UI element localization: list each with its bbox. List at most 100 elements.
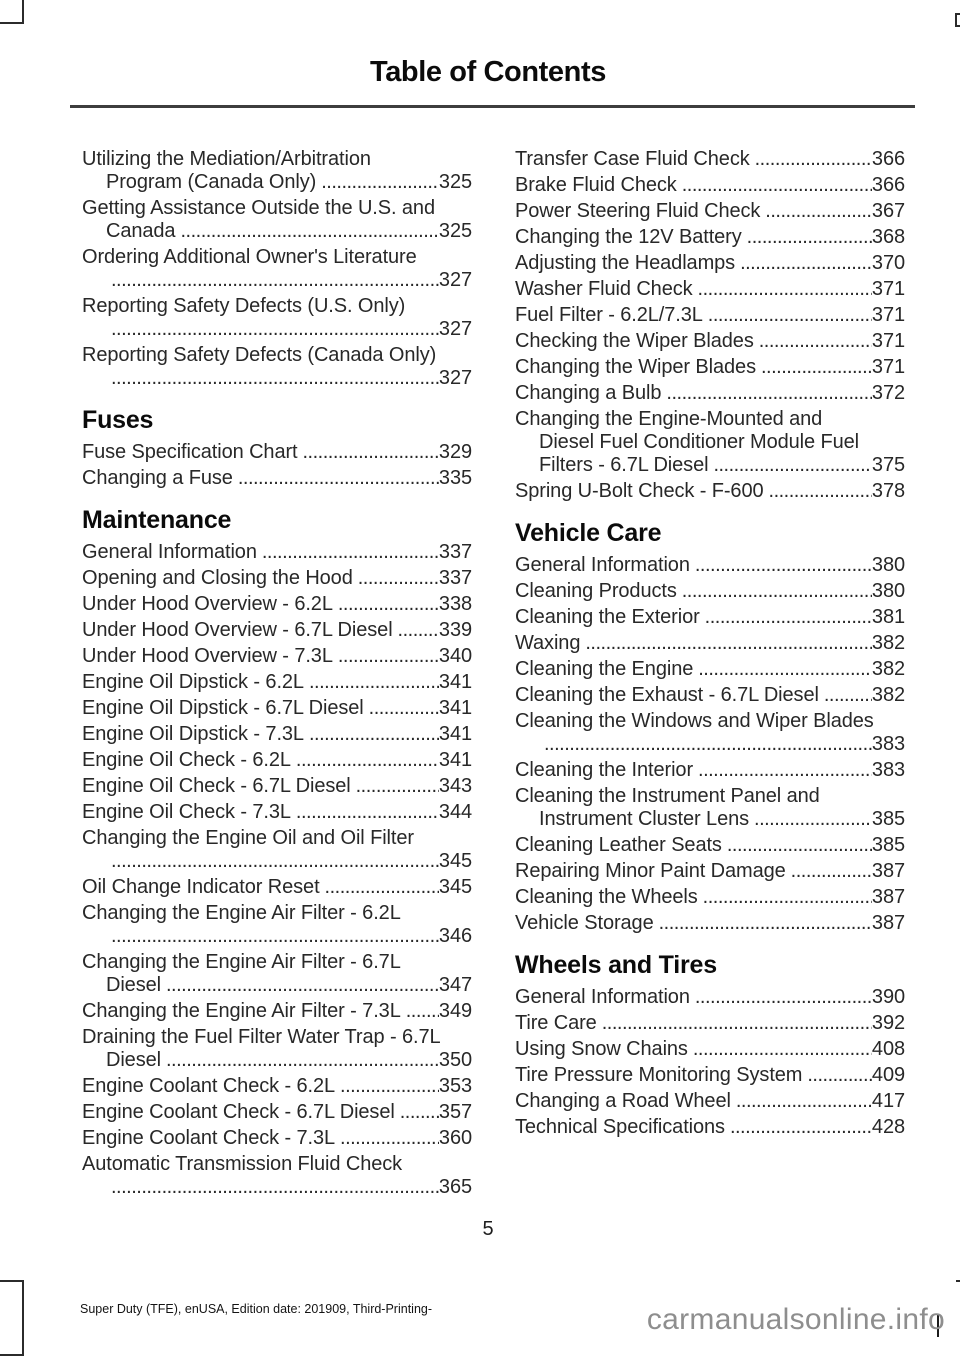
dot-leader bbox=[755, 148, 872, 171]
toc-entry-label: Tire Care bbox=[515, 1012, 597, 1034]
toc-entry[interactable]: General Information 390 bbox=[515, 986, 905, 1009]
toc-entry[interactable]: Engine Coolant Check - 6.7L Diesel 357 bbox=[82, 1101, 472, 1124]
toc-entry[interactable]: Under Hood Overview - 7.3L 340 bbox=[82, 645, 472, 668]
toc-entry[interactable]: Reporting Safety Defects (Canada Only)32… bbox=[82, 344, 472, 390]
toc-entry[interactable]: General Information 337 bbox=[82, 541, 472, 564]
toc-entry-label: Oil Change Indicator Reset bbox=[82, 876, 320, 898]
toc-entry[interactable]: Tire Care 392 bbox=[515, 1012, 905, 1035]
toc-entry[interactable]: Ordering Additional Owner's Literature 32… bbox=[82, 246, 472, 292]
toc-entry[interactable]: Brake Fluid Check 366 bbox=[515, 174, 905, 197]
page-ref: 335 bbox=[438, 467, 472, 489]
toc-entry[interactable]: Engine Coolant Check - 7.3L 360 bbox=[82, 1127, 472, 1150]
toc-entry[interactable]: Changing the Engine Air Filter - 6.2L 346 bbox=[82, 902, 472, 948]
toc-entry-label: Engine Oil Check - 7.3L bbox=[82, 801, 291, 823]
toc-entry[interactable]: Spring U-Bolt Check - F-600 378 bbox=[515, 480, 905, 503]
dot-leader bbox=[340, 1127, 439, 1150]
toc-entry[interactable]: Opening and Closing the Hood 337 bbox=[82, 567, 472, 590]
toc-entry-line: Oil Change Indicator Reset 345 bbox=[82, 876, 472, 899]
toc-entry[interactable]: Cleaning the Wheels 387 bbox=[515, 886, 905, 909]
toc-entry[interactable]: Changing a Fuse 335 bbox=[82, 467, 472, 490]
toc-entry[interactable]: Engine Oil Check - 6.7L Diesel 343 bbox=[82, 775, 472, 798]
toc-entry[interactable]: Tire Pressure Monitoring System 409 bbox=[515, 1064, 905, 1087]
toc-entry[interactable]: Under Hood Overview - 6.2L 338 bbox=[82, 593, 472, 616]
page-ref: 346 bbox=[438, 925, 472, 947]
page-ref: 341 bbox=[438, 723, 472, 745]
toc-entry[interactable]: Cleaning the Interior 383 bbox=[515, 759, 905, 782]
toc-entry[interactable]: Cleaning the Exhaust - 6.7L Diesel 382 bbox=[515, 684, 905, 707]
toc-entry[interactable]: Under Hood Overview - 6.7L Diesel 339 bbox=[82, 619, 472, 642]
toc-entry[interactable]: Transfer Case Fluid Check 366 bbox=[515, 148, 905, 171]
toc-entry-line: Opening and Closing the Hood 337 bbox=[82, 567, 472, 590]
toc-entry[interactable]: Washer Fluid Check 371 bbox=[515, 278, 905, 301]
toc-entry[interactable]: Getting Assistance Outside the U.S. and C… bbox=[82, 197, 472, 243]
toc-entry[interactable]: Cleaning the Instrument Panel and Instrum… bbox=[515, 785, 905, 831]
toc-entry[interactable]: Changing a Bulb 372 bbox=[515, 382, 905, 405]
toc-entry[interactable]: Draining the Fuel Filter Water Trap - 6.… bbox=[82, 1026, 472, 1072]
toc-entry-line: Instrument Cluster Lens 385 bbox=[515, 808, 905, 831]
toc-entry-label: General Information bbox=[515, 554, 690, 576]
toc-entry-label: Draining the Fuel Filter Water Trap - 6.… bbox=[82, 1026, 441, 1048]
toc-entry[interactable]: Changing the Wiper Blades 371 bbox=[515, 356, 905, 379]
toc-entry[interactable]: Adjusting the Headlamps 370 bbox=[515, 252, 905, 275]
toc-entry[interactable]: Engine Oil Dipstick - 6.7L Diesel 341 bbox=[82, 697, 472, 720]
toc-entry[interactable]: Fuse Specification Chart 329 bbox=[82, 441, 472, 464]
dot-leader bbox=[111, 269, 439, 292]
toc-entry[interactable]: Engine Oil Check - 6.2L 341 bbox=[82, 749, 472, 772]
toc-entry-line: 327 bbox=[82, 367, 472, 390]
toc-entry[interactable]: Engine Oil Dipstick - 7.3L 341 bbox=[82, 723, 472, 746]
toc-entry[interactable]: Fuel Filter - 6.2L/7.3L 371 bbox=[515, 304, 905, 327]
toc-entry[interactable]: Vehicle Storage 387 bbox=[515, 912, 905, 935]
toc-entry[interactable]: Cleaning the Engine 382 bbox=[515, 658, 905, 681]
toc-entry-line: Cleaning the Exterior 381 bbox=[515, 606, 905, 629]
toc-entry-label: Engine Oil Dipstick - 7.3L bbox=[82, 723, 304, 745]
toc-entry[interactable]: Waxing 382 bbox=[515, 632, 905, 655]
toc-entry-line: Getting Assistance Outside the U.S. and bbox=[82, 197, 472, 220]
dot-leader bbox=[302, 441, 438, 464]
toc-entry[interactable]: Cleaning the Exterior 381 bbox=[515, 606, 905, 629]
toc-entry[interactable]: Oil Change Indicator Reset 345 bbox=[82, 876, 472, 899]
toc-entry[interactable]: Changing the Engine Oil and Oil Filter 34… bbox=[82, 827, 472, 873]
toc-entry[interactable]: Power Steering Fluid Check 367 bbox=[515, 200, 905, 223]
toc-entry-line: Spring U-Bolt Check - F-600 378 bbox=[515, 480, 905, 503]
toc-entry-line: 346 bbox=[82, 925, 472, 948]
toc-entry[interactable]: Cleaning Leather Seats 385 bbox=[515, 834, 905, 857]
toc-entry-line: Vehicle Storage 387 bbox=[515, 912, 905, 935]
toc-entry-line: Fuel Filter - 6.2L/7.3L 371 bbox=[515, 304, 905, 327]
toc-entry[interactable]: Checking the Wiper Blades 371 bbox=[515, 330, 905, 353]
dot-leader bbox=[340, 1075, 439, 1098]
page-ref: 367 bbox=[871, 200, 905, 222]
toc-entry-line: Diesel 347 bbox=[82, 974, 472, 997]
dot-leader bbox=[682, 580, 872, 603]
toc-entry[interactable]: Engine Oil Check - 7.3L 344 bbox=[82, 801, 472, 824]
toc-entry-line: Changing the 12V Battery 368 bbox=[515, 226, 905, 249]
toc-entry[interactable]: Changing a Road Wheel 417 bbox=[515, 1090, 905, 1113]
toc-entry-line: Cleaning the Windows and Wiper Blades bbox=[515, 710, 905, 733]
toc-entry[interactable]: Reporting Safety Defects (U.S. Only) 327 bbox=[82, 295, 472, 341]
toc-entry-line: Changing a Fuse 335 bbox=[82, 467, 472, 490]
toc-entry[interactable]: Changing the Engine Air Filter - 7.3L 349 bbox=[82, 1000, 472, 1023]
toc-entry-line: Engine Coolant Check - 7.3L 360 bbox=[82, 1127, 472, 1150]
page-ref: 371 bbox=[871, 278, 905, 300]
toc-entry[interactable]: Cleaning the Windows and Wiper Blades383 bbox=[515, 710, 905, 756]
toc-entry-line: Draining the Fuel Filter Water Trap - 6.… bbox=[82, 1026, 472, 1049]
toc-entry[interactable]: Engine Oil Dipstick - 6.2L 341 bbox=[82, 671, 472, 694]
toc-entry[interactable]: Using Snow Chains 408 bbox=[515, 1038, 905, 1061]
toc-entry-label: Cleaning the Windows and Wiper Blades bbox=[515, 710, 874, 732]
toc-entry[interactable]: Utilizing the Mediation/Arbitration Progr… bbox=[82, 148, 472, 194]
page-ref: 341 bbox=[438, 671, 472, 693]
toc-entry[interactable]: Cleaning Products 380 bbox=[515, 580, 905, 603]
toc-entry-line: Engine Coolant Check - 6.7L Diesel 357 bbox=[82, 1101, 472, 1124]
page-ref: 383 bbox=[871, 759, 905, 781]
toc-entry[interactable]: General Information 380 bbox=[515, 554, 905, 577]
toc-entry-line: Repairing Minor Paint Damage 387 bbox=[515, 860, 905, 883]
toc-entry[interactable]: Automatic Transmission Fluid Check 365 bbox=[82, 1153, 472, 1199]
toc-entry[interactable]: Technical Specifications 428 bbox=[515, 1116, 905, 1139]
dot-leader bbox=[321, 171, 439, 194]
toc-entry[interactable]: Repairing Minor Paint Damage 387 bbox=[515, 860, 905, 883]
toc-entry[interactable]: Changing the Engine-Mounted and Diesel Fu… bbox=[515, 408, 905, 477]
toc-entry[interactable]: Engine Coolant Check - 6.2L 353 bbox=[82, 1075, 472, 1098]
toc-entry[interactable]: Changing the 12V Battery 368 bbox=[515, 226, 905, 249]
toc-entry-line: Technical Specifications 428 bbox=[515, 1116, 905, 1139]
toc-entry-line: 327 bbox=[82, 318, 472, 341]
toc-entry[interactable]: Changing the Engine Air Filter - 6.7L Die… bbox=[82, 951, 472, 997]
